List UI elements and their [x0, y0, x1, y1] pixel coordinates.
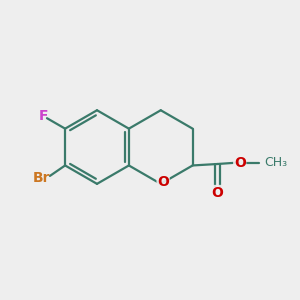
- Text: O: O: [234, 155, 246, 170]
- Text: O: O: [157, 176, 169, 189]
- Text: F: F: [39, 109, 48, 123]
- Text: Br: Br: [33, 171, 51, 185]
- Text: O: O: [212, 185, 224, 200]
- Text: CH₃: CH₃: [265, 156, 288, 169]
